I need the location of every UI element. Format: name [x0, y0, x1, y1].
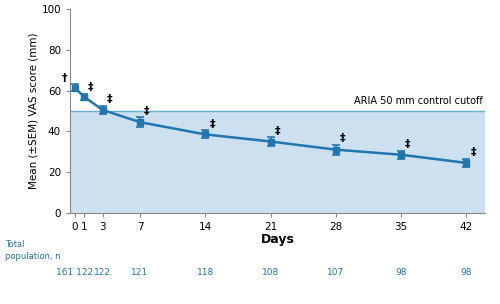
Text: 98: 98	[396, 268, 407, 277]
Text: ‡: ‡	[274, 126, 280, 136]
Text: 118: 118	[196, 268, 214, 277]
Text: Total
population, n: Total population, n	[5, 240, 60, 261]
Text: ‡: ‡	[340, 133, 345, 143]
Text: ‡: ‡	[210, 119, 215, 129]
Text: 121: 121	[132, 268, 148, 277]
Text: 108: 108	[262, 268, 279, 277]
X-axis label: Days: Days	[260, 233, 294, 246]
Text: 122: 122	[94, 268, 111, 277]
Text: ‡: ‡	[470, 147, 476, 157]
Text: ‡: ‡	[88, 82, 94, 92]
Text: 161 122: 161 122	[56, 268, 93, 277]
Text: 107: 107	[327, 268, 344, 277]
Text: ‡: ‡	[405, 139, 411, 149]
Text: †: †	[62, 73, 68, 83]
Text: ARIA 50 mm control cutoff: ARIA 50 mm control cutoff	[354, 96, 483, 106]
Text: ‡: ‡	[144, 106, 150, 116]
Text: ‡: ‡	[107, 95, 112, 105]
Text: 98: 98	[460, 268, 472, 277]
Y-axis label: Mean (±SEM) VAS score (mm): Mean (±SEM) VAS score (mm)	[28, 33, 38, 189]
